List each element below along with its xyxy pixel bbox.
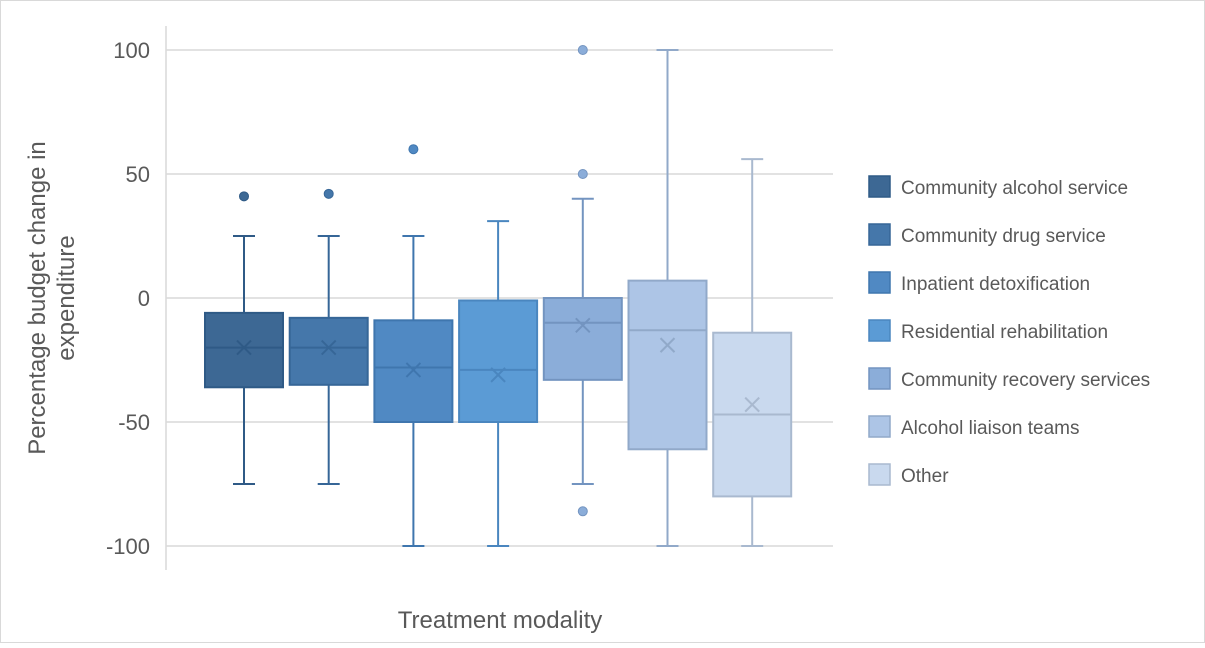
y-tick-label: -50	[118, 410, 150, 435]
mean-marker	[236, 339, 252, 356]
mean-marker	[659, 337, 676, 353]
outlier-point	[577, 45, 588, 55]
legend-swatch	[868, 271, 891, 294]
y-axis-title-line-1: Percentage budget change in	[24, 141, 51, 455]
legend-swatch	[868, 175, 891, 198]
box-series-group	[712, 158, 793, 547]
legend: Community alcohol service Community drug …	[868, 175, 1150, 487]
outlier-point	[408, 144, 419, 155]
legend-label: Inpatient detoxification	[901, 274, 1090, 295]
legend-label: Residential rehabilitation	[901, 322, 1108, 343]
box-series-group	[542, 45, 623, 517]
x-axis-title: Treatment modality	[398, 607, 603, 634]
legend-swatch	[868, 223, 891, 246]
y-tick-label: 0	[138, 286, 150, 311]
legend-label: Community recovery services	[901, 370, 1150, 391]
mean-marker	[575, 317, 591, 333]
outlier-point	[239, 191, 249, 202]
box-iqr	[204, 311, 284, 389]
mean-marker	[744, 396, 760, 413]
mean-marker	[320, 339, 337, 356]
legend-label: Community drug service	[901, 226, 1106, 247]
box-series-group	[288, 188, 369, 485]
box-iqr	[458, 299, 539, 424]
box-series-group	[204, 191, 284, 485]
legend-swatch	[868, 319, 891, 342]
y-tick-label: -100	[106, 534, 150, 559]
box-iqr	[288, 316, 369, 386]
mean-marker	[490, 367, 506, 383]
legend-label: Community alcohol service	[901, 178, 1128, 199]
y-tick-label: 100	[113, 38, 150, 63]
box-series-group	[373, 144, 454, 547]
legend-swatch	[868, 367, 891, 390]
box-series-group	[627, 49, 708, 547]
outlier-point	[577, 169, 588, 179]
outlier-point	[577, 506, 588, 517]
y-axis-title-line-2: expenditure	[53, 235, 80, 360]
y-axis: 100 50 0 -50 -100	[106, 26, 167, 570]
box-iqr	[627, 279, 708, 451]
box-iqr	[542, 297, 623, 381]
mean-marker	[405, 362, 422, 378]
legend-swatch	[868, 415, 891, 438]
plot-area	[204, 45, 793, 547]
legend-label: Other	[901, 466, 949, 487]
y-tick-label: 50	[126, 162, 150, 187]
box-series-group	[458, 220, 539, 547]
legend-label: Alcohol liaison teams	[901, 418, 1079, 439]
outlier-point	[323, 188, 334, 199]
legend-swatch	[868, 463, 891, 486]
